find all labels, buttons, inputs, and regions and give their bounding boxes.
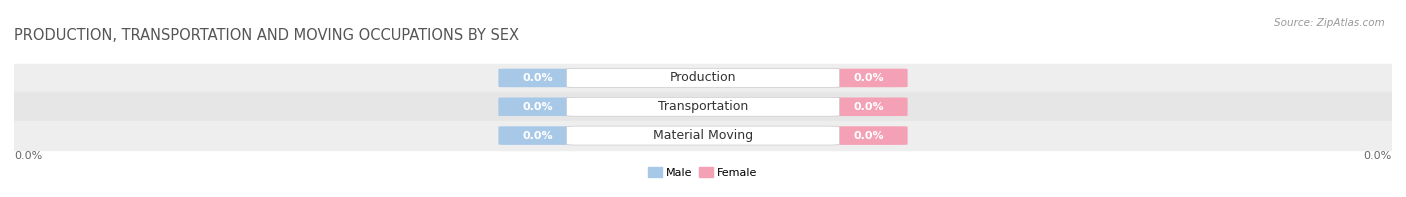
- Text: Production: Production: [669, 72, 737, 85]
- FancyBboxPatch shape: [830, 69, 908, 87]
- Text: Transportation: Transportation: [658, 100, 748, 113]
- Text: Source: ZipAtlas.com: Source: ZipAtlas.com: [1274, 18, 1385, 28]
- Bar: [14, 92, 1392, 121]
- Text: 0.0%: 0.0%: [523, 102, 553, 112]
- Text: Material Moving: Material Moving: [652, 129, 754, 142]
- Bar: [14, 121, 1392, 150]
- FancyBboxPatch shape: [567, 69, 839, 87]
- FancyBboxPatch shape: [498, 69, 576, 87]
- FancyBboxPatch shape: [567, 97, 839, 116]
- Bar: [14, 63, 1392, 92]
- Text: 0.0%: 0.0%: [14, 151, 42, 161]
- Text: 0.0%: 0.0%: [1364, 151, 1392, 161]
- FancyBboxPatch shape: [498, 98, 576, 116]
- Text: 0.0%: 0.0%: [523, 73, 553, 83]
- FancyBboxPatch shape: [830, 98, 908, 116]
- Text: 0.0%: 0.0%: [853, 131, 883, 141]
- Text: 0.0%: 0.0%: [853, 102, 883, 112]
- Text: 0.0%: 0.0%: [853, 73, 883, 83]
- Text: PRODUCTION, TRANSPORTATION AND MOVING OCCUPATIONS BY SEX: PRODUCTION, TRANSPORTATION AND MOVING OC…: [14, 28, 519, 43]
- FancyBboxPatch shape: [498, 126, 576, 145]
- Text: 0.0%: 0.0%: [523, 131, 553, 141]
- FancyBboxPatch shape: [567, 126, 839, 145]
- Legend: Male, Female: Male, Female: [644, 162, 762, 182]
- FancyBboxPatch shape: [830, 126, 908, 145]
